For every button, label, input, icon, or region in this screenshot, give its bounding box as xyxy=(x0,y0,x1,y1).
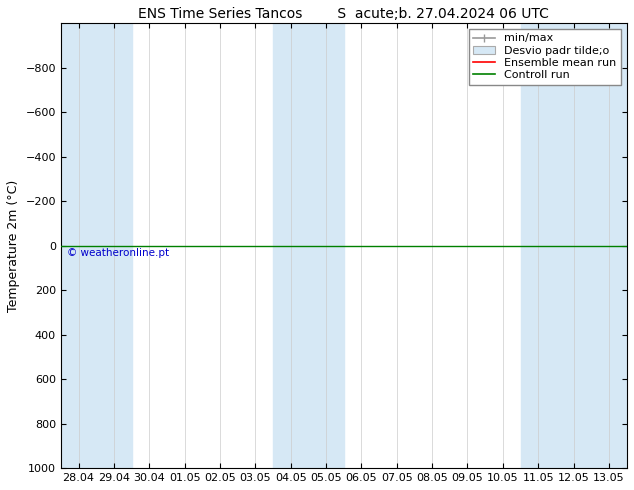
Legend: min/max, Desvio padr tilde;o, Ensemble mean run, Controll run: min/max, Desvio padr tilde;o, Ensemble m… xyxy=(469,29,621,85)
Y-axis label: Temperature 2m (°C): Temperature 2m (°C) xyxy=(7,180,20,312)
Bar xyxy=(273,24,344,468)
Bar xyxy=(521,24,626,468)
Title: ENS Time Series Tancos        S  acute;b. 27.04.2024 06 UTC: ENS Time Series Tancos S acute;b. 27.04.… xyxy=(138,7,549,21)
Text: © weatheronline.pt: © weatheronline.pt xyxy=(67,247,169,258)
Bar xyxy=(61,24,132,468)
